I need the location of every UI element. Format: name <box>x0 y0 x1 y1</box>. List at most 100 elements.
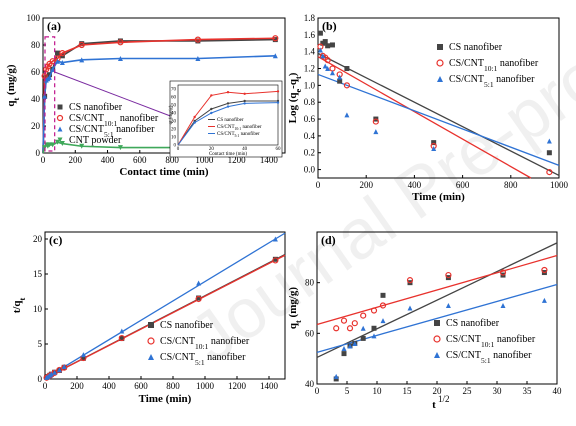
data-point <box>371 333 377 339</box>
data-point <box>119 328 125 334</box>
data-point <box>195 38 201 44</box>
x-tick-label: 800 <box>165 155 179 165</box>
y-tick-label: 60 <box>31 67 41 77</box>
y-tick-label: 0.6 <box>304 114 316 124</box>
y-tick-label: 80 <box>31 40 41 50</box>
legend-label: CS nanofiber <box>160 320 214 331</box>
data-point <box>407 305 413 311</box>
inset-point <box>210 107 213 111</box>
plot-frame <box>42 17 286 154</box>
panel-label: (c) <box>49 233 62 247</box>
legend-marker <box>147 337 155 345</box>
fit-line <box>316 254 558 326</box>
data-point <box>347 343 353 349</box>
data-point <box>499 269 507 276</box>
y-tick-label: 1.2 <box>304 64 315 74</box>
data-point <box>360 312 367 319</box>
y-tick-label: 0.4 <box>304 131 316 141</box>
data-point <box>370 307 378 314</box>
data-point <box>325 66 331 72</box>
plot-frame <box>317 17 560 179</box>
data-point <box>341 346 347 352</box>
data-point <box>371 325 377 331</box>
x-tick-label: 15 <box>403 386 413 396</box>
fit-line <box>317 73 560 166</box>
data-point <box>118 334 125 342</box>
plot-frame <box>316 231 558 385</box>
inset-y-tick: 50 <box>171 104 177 109</box>
x-axis-label-exponent: 1/2 <box>438 394 450 404</box>
x-tick-label: 200 <box>359 180 373 190</box>
data-point <box>196 280 202 286</box>
data-point <box>346 325 354 332</box>
x-tick-label: 25 <box>463 386 473 396</box>
inset-point <box>193 121 196 124</box>
x-tick-label: 1000 <box>550 180 569 190</box>
data-point <box>360 335 366 341</box>
inset-legend-label: CS/CNT10:1 nanofiber <box>217 125 262 131</box>
data-point <box>61 363 67 369</box>
legend-label: CS/CNT5:1 nanofiber <box>160 352 246 367</box>
x-tick-label: 200 <box>70 381 84 391</box>
inset-legend-label: CS/CNT5:1 nanofiber <box>217 132 260 138</box>
data-point <box>320 53 326 59</box>
x-tick-label: 0 <box>315 386 320 396</box>
inset-y-tick: 40 <box>171 112 177 117</box>
inset-point <box>226 91 230 94</box>
data-point <box>49 58 56 65</box>
x-tick-label: 1200 <box>228 155 247 165</box>
data-point <box>59 49 66 57</box>
data-point <box>541 266 548 274</box>
fit-line <box>44 232 286 379</box>
inset-x-tick: 0 <box>177 147 180 152</box>
panel-label: (d) <box>321 233 336 247</box>
x-tick-label: 5 <box>345 386 350 396</box>
data-point <box>79 57 85 63</box>
inset-y-tick: 0 <box>174 144 177 149</box>
data-point <box>325 43 331 49</box>
x-tick-label: 600 <box>134 381 148 391</box>
data-point <box>317 47 323 53</box>
inset-point <box>193 115 196 119</box>
inset-point <box>210 111 213 115</box>
data-point <box>541 297 547 303</box>
inset-frame-outer <box>169 80 283 158</box>
data-point <box>322 63 328 69</box>
data-point <box>329 70 335 76</box>
plot-frame <box>44 231 286 380</box>
data-point <box>59 60 65 66</box>
data-point <box>406 277 414 284</box>
panel-a: 0 200 400 600 800 1000 1200 1400020406080100(a)… <box>5 13 286 178</box>
data-point <box>333 373 339 379</box>
data-point <box>351 320 358 327</box>
data-point <box>55 139 61 145</box>
legend-label: CS/CNT10:1 nanofiber <box>69 113 159 128</box>
x-tick-label: 35 <box>523 386 533 396</box>
legend-label: CS/CNT5:1 nanofiber <box>446 350 532 365</box>
inset-y-tick: 70 <box>171 88 177 93</box>
data-point <box>195 295 202 303</box>
data-point <box>80 352 86 358</box>
x-tick-label: 1200 <box>228 381 247 391</box>
panel-c: 0 200 400 600 800 1000 1200 1400 0 5 10 15 20 (c) CS n… <box>11 231 286 405</box>
data-point <box>80 355 86 361</box>
x-tick-label: 0 <box>41 155 46 165</box>
legend-marker <box>148 354 154 360</box>
data-point <box>55 50 61 56</box>
y-tick-label: 40 <box>31 94 41 104</box>
x-axis-label: t <box>432 399 436 411</box>
data-point <box>431 146 437 152</box>
data-point <box>46 72 52 78</box>
legend-label: CS/CNT10:1 nanofiber <box>160 336 250 351</box>
data-point <box>324 57 331 64</box>
x-tick-label: 200 <box>69 155 83 165</box>
inset-series-line <box>177 100 278 146</box>
legend-marker <box>148 322 154 328</box>
y-tick-label: 0.0 <box>304 165 316 175</box>
data-point <box>329 42 335 48</box>
y-tick-label: 0.2 <box>304 148 315 158</box>
legend-label: CS nanofiber <box>449 42 503 53</box>
inset-point <box>243 99 246 103</box>
data-point <box>341 351 347 357</box>
